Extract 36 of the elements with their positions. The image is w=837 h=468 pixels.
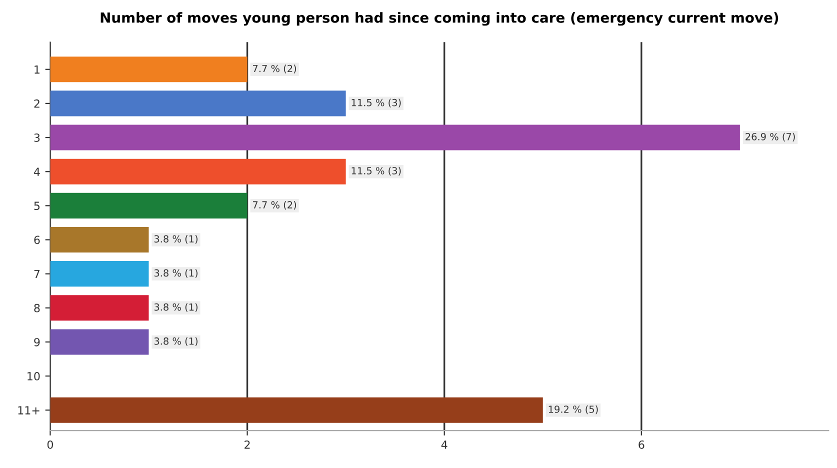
data-label: 7.7 % (2) xyxy=(253,200,296,210)
bar xyxy=(50,192,248,218)
y-tick-label: 4 xyxy=(34,168,40,176)
chart-title: Number of moves young person had since coming into care (emergency current move) xyxy=(100,12,778,26)
bar xyxy=(50,295,149,321)
x-tick-label: 4 xyxy=(441,440,448,449)
data-label: 19.2 % (5) xyxy=(548,405,598,414)
data-label: 3.8 % (1) xyxy=(154,269,198,278)
y-tick-label: 8 xyxy=(34,304,40,312)
bar xyxy=(50,56,248,82)
bar xyxy=(50,397,543,423)
y-tick-label: 11+ xyxy=(18,406,40,414)
x-tick-label: 2 xyxy=(244,440,250,449)
data-label: 11.5 % (3) xyxy=(352,166,401,176)
bar xyxy=(50,226,149,253)
data-label: 3.8 % (1) xyxy=(154,337,198,346)
bar xyxy=(50,329,149,355)
y-tick-label: 3 xyxy=(34,134,40,142)
data-label: 11.5 % (3) xyxy=(352,98,401,108)
y-tick-label: 10 xyxy=(28,372,40,380)
y-tick-label: 1 xyxy=(34,66,40,74)
data-label: 3.8 % (1) xyxy=(154,235,198,244)
y-tick-label: 7 xyxy=(34,270,40,278)
x-tick-label: 0 xyxy=(47,440,54,449)
data-label: 7.7 % (2) xyxy=(253,64,296,74)
bar xyxy=(50,124,740,150)
data-label: 3.8 % (1) xyxy=(154,303,198,312)
y-tick-label: 2 xyxy=(34,99,40,108)
data-label: 26.9 % (7) xyxy=(746,132,795,142)
bar xyxy=(50,90,346,116)
bar xyxy=(50,261,149,287)
y-tick-label: 6 xyxy=(34,236,40,244)
bar xyxy=(50,158,346,184)
y-tick-label: 5 xyxy=(34,202,40,210)
y-tick-label: 9 xyxy=(34,338,40,346)
x-tick-label: 6 xyxy=(638,440,644,449)
